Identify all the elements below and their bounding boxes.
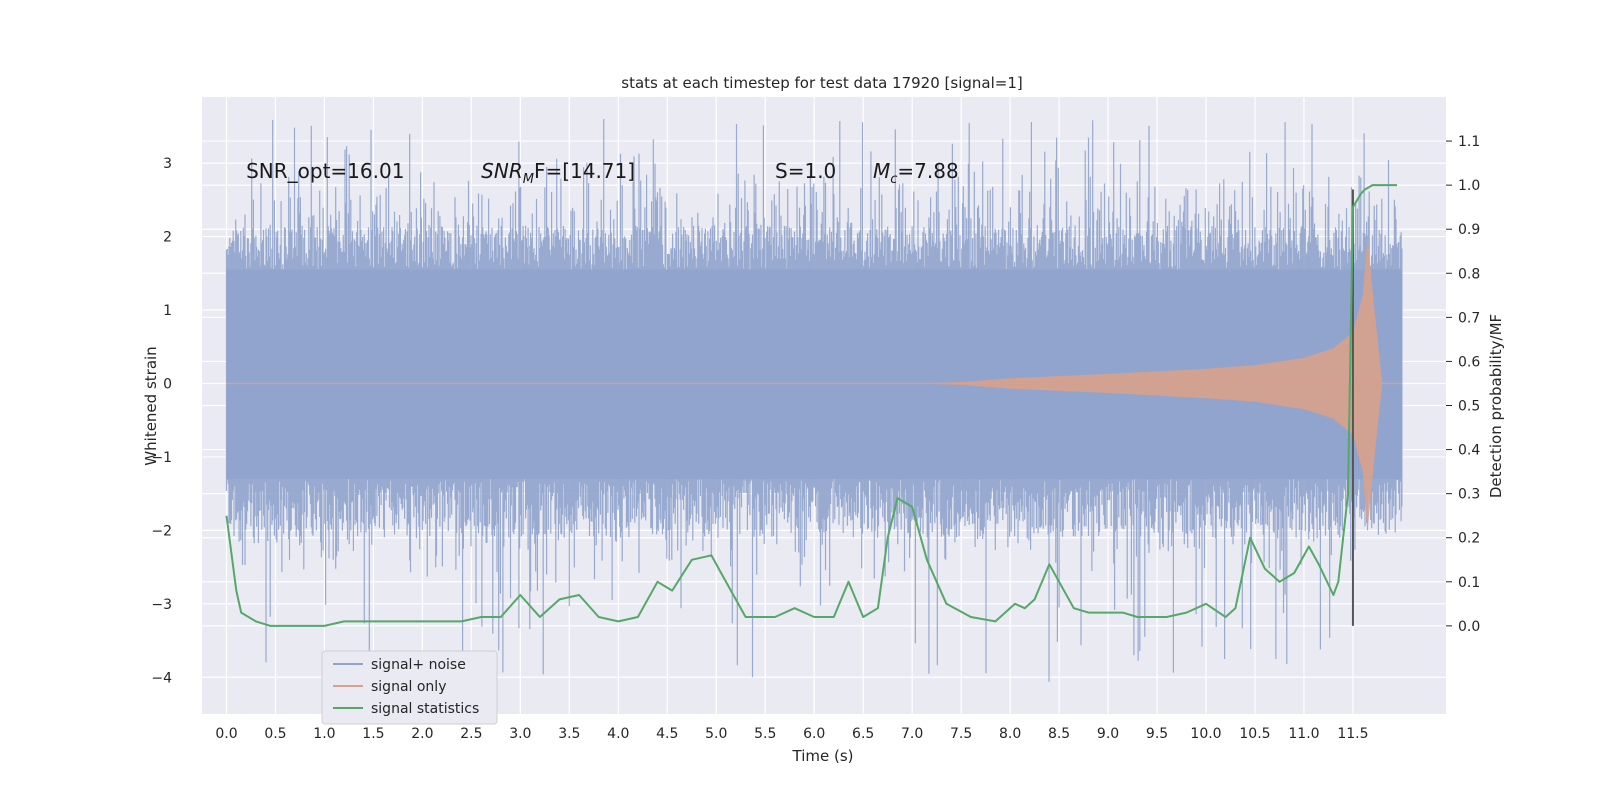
y-tick-labels: 3 2 1 0 −1 −2 −3 −4 [151, 156, 172, 686]
x-tick-label: 11.0 [1288, 726, 1319, 742]
x-tick-label: 7.5 [950, 726, 972, 742]
annotation-rest: =7.88 [897, 159, 958, 183]
x-tick-label: 7.0 [901, 726, 923, 742]
y-axis-label: Whitened strain [142, 346, 160, 465]
y2-tick-labels: 1.1 1.0 0.9 0.8 0.7 0.6 0.5 0.4 0.3 0.2 0.1 0.0 [1446, 134, 1480, 635]
x-tick-label: 5.0 [705, 726, 727, 742]
y-tick-label: −2 [151, 523, 172, 539]
y2-tick-label: 0.3 [1458, 487, 1480, 503]
series-signal-statistics [225, 184, 1397, 627]
y2-tick-label: 0.4 [1458, 443, 1480, 459]
x-tick-label: 9.0 [1097, 726, 1119, 742]
y-tick-label: −4 [151, 670, 172, 686]
x-tick-labels: 0.0 0.5 1.0 1.5 2.0 2.5 3.0 3.5 4.0 4.5 5.0 5.5 6.0 6… [215, 726, 1368, 742]
x-tick-label: 10.0 [1190, 726, 1221, 742]
legend-label-signal-statistics: signal statistics [371, 701, 479, 717]
annotation: SNRMF=[14.71] [481, 159, 635, 187]
y-tick-label: 0 [163, 376, 172, 392]
x-tick-label: 10.5 [1239, 726, 1270, 742]
x-tick-label: 2.0 [411, 726, 433, 742]
y2-tick-label: 0.1 [1458, 575, 1480, 591]
x-tick-label: 5.5 [754, 726, 776, 742]
y2-tick-label: 1.1 [1458, 134, 1480, 150]
x-tick-label: 2.5 [460, 726, 482, 742]
series-signal-only [226, 236, 1402, 531]
x-tick-label: 8.0 [999, 726, 1021, 742]
annotation: S=1.0 [775, 159, 836, 183]
x-tick-label: 8.5 [1048, 726, 1070, 742]
legend-label-signal-noise: signal+ noise [371, 657, 466, 673]
y2-tick-label: 0.2 [1458, 531, 1480, 547]
annotation-main: M [873, 159, 890, 183]
x-tick-label: 4.0 [607, 726, 629, 742]
annotation-subscript: c [890, 172, 897, 187]
x-tick-label: 0.5 [264, 726, 286, 742]
x-tick-label: 4.5 [656, 726, 678, 742]
y2-tick-label: 0.9 [1458, 222, 1480, 238]
annotation-subscript: M [523, 172, 534, 187]
x-tick-label: 11.5 [1337, 726, 1368, 742]
x-tick-label: 3.5 [558, 726, 580, 742]
y2-tick-label: 0.8 [1458, 266, 1480, 282]
x-tick-label: 1.5 [362, 726, 384, 742]
x-axis-label: Time (s) [792, 747, 854, 765]
x-tick-label: 0.0 [215, 726, 237, 742]
x-tick-label: 6.0 [803, 726, 825, 742]
annotations: SNR_opt=16.01 SNRMF=[14.71] S=1.0 Mc=7.88 [246, 159, 959, 187]
y-tick-label: −3 [151, 597, 172, 613]
y-tick-label: −1 [151, 450, 172, 466]
annotation-rest: F=[14.71] [534, 159, 635, 183]
annotation: Mc=7.88 [873, 159, 959, 187]
y-tick-label: 3 [163, 156, 172, 172]
y2-tick-label: 0.5 [1458, 399, 1480, 415]
y2-axis-label: Detection probability/MF [1487, 314, 1505, 498]
y-tick-label: 1 [163, 303, 172, 319]
x-tick-label: 6.5 [852, 726, 874, 742]
legend-box [321, 650, 498, 725]
chart-title: stats at each timestep for test data 179… [621, 74, 1022, 92]
annotation-main: SNR [481, 159, 523, 183]
y2-tick-label: 1.0 [1458, 178, 1480, 194]
y2-tick-label: 0.6 [1458, 354, 1480, 370]
legend: signal+ noise signal only signal statist… [321, 650, 498, 725]
x-tick-label: 1.0 [313, 726, 335, 742]
y2-tick-label: 0.0 [1458, 619, 1480, 635]
y2-tick-label: 0.7 [1458, 310, 1480, 326]
statistics-curve [225, 184, 1397, 627]
legend-label-signal-only: signal only [371, 679, 446, 695]
annotation: SNR_opt=16.01 [246, 159, 404, 183]
x-tick-label: 9.5 [1146, 726, 1168, 742]
y-tick-label: 2 [163, 230, 172, 246]
x-tick-label: 3.0 [509, 726, 531, 742]
